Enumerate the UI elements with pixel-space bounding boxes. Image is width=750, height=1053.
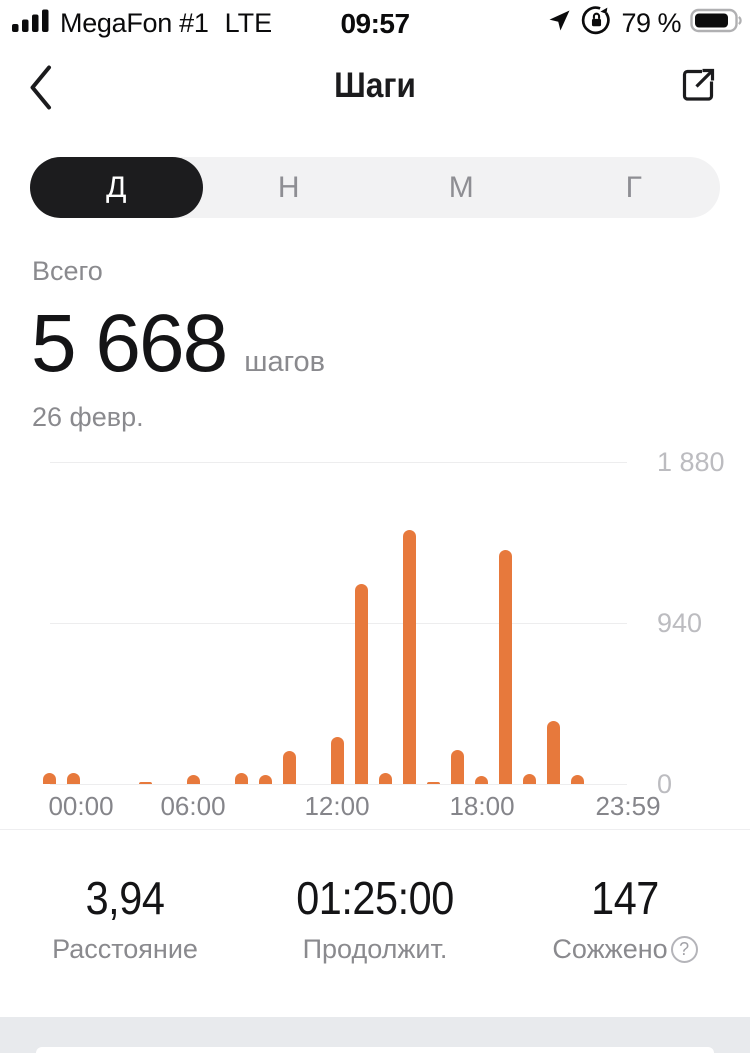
- stat-value: 3,94: [85, 872, 165, 924]
- steps-bar-hour-13[interactable]: [354, 584, 368, 784]
- steps-bar-hour-0[interactable]: [42, 773, 56, 784]
- steps-bar-hour-21[interactable]: [546, 721, 560, 784]
- share-icon: [680, 68, 716, 108]
- stat-расстояние: 3,94 Расстояние: [0, 872, 250, 965]
- status-bar-left: MegaFon #1 LTE: [12, 6, 272, 40]
- steps-unit-label: шагов: [244, 346, 326, 378]
- steps-bar-hour-14[interactable]: [378, 773, 392, 784]
- stat-label: Продолжит.: [302, 934, 448, 964]
- back-button[interactable]: [28, 64, 58, 114]
- stat-продолжит-: 01:25:00 Продолжит.: [250, 872, 500, 965]
- steps-total-value: 5 668: [31, 298, 228, 389]
- x-axis-tick: 00:00: [48, 791, 114, 821]
- steps-bar-hour-10[interactable]: [282, 751, 296, 784]
- steps-bar-hour-16[interactable]: [426, 782, 440, 784]
- chart-gridline: [50, 462, 627, 463]
- signal-strength-icon: [12, 9, 50, 38]
- stat-label: Расстояние: [52, 934, 198, 964]
- chevron-left-icon: [28, 65, 54, 116]
- stat-label: Сожжено: [552, 934, 668, 964]
- tab-period-М[interactable]: М: [448, 170, 474, 204]
- page-title: Шаги: [334, 66, 416, 105]
- stat-сожжено: 147 Сожжено?: [500, 872, 750, 965]
- network-type-label: LTE: [224, 7, 273, 38]
- rotation-lock-icon: [581, 5, 612, 41]
- date-label: 26 февр.: [32, 402, 144, 432]
- y-axis-tick: 0: [657, 769, 673, 799]
- status-bar-right: 79 %: [547, 6, 742, 40]
- x-axis-tick: 12:00: [304, 791, 370, 821]
- steps-bar-hour-8[interactable]: [234, 773, 248, 784]
- stat-value: 147: [591, 872, 659, 924]
- share-button[interactable]: [680, 64, 718, 106]
- chart-gridline: [50, 784, 627, 785]
- steps-bar-hour-9[interactable]: [258, 775, 272, 784]
- steps-bar-hour-17[interactable]: [450, 750, 464, 784]
- steps-bar-chart[interactable]: 0 940 1 880 00:00 06:00 12:00 18:00 23:59: [0, 440, 750, 821]
- total-label: Всего: [32, 256, 103, 286]
- stat-value: 01:25:00: [296, 872, 454, 924]
- stats-row: 3,94 Расстояние 01:25:00 Продолжит. 147 Сожже…: [0, 872, 750, 965]
- x-axis-tick: 06:00: [160, 791, 226, 821]
- steps-bar-hour-1[interactable]: [66, 773, 80, 784]
- help-question-icon[interactable]: ?: [670, 936, 698, 963]
- tab-period-Г[interactable]: Г: [625, 170, 642, 204]
- y-axis-tick: 1 880: [657, 447, 725, 477]
- steps-bar-hour-20[interactable]: [522, 774, 536, 784]
- carrier-label: MegaFon #1: [60, 7, 209, 38]
- steps-bar-hour-18[interactable]: [474, 776, 488, 784]
- battery-icon: [690, 8, 742, 38]
- y-axis-tick: 940: [657, 608, 703, 638]
- steps-bar-hour-22[interactable]: [570, 775, 584, 784]
- tab-period-Д[interactable]: Д: [30, 157, 203, 218]
- steps-bar-hour-15[interactable]: [402, 530, 416, 784]
- clock-label: 09:57: [340, 8, 410, 39]
- steps-bar-hour-19[interactable]: [498, 550, 512, 784]
- chart-gridline: [50, 623, 627, 624]
- battery-percent-label: 79 %: [621, 7, 681, 38]
- x-axis-tick: 18:00: [449, 791, 515, 821]
- next-card-top-edge: [36, 1047, 714, 1053]
- steps-bar-hour-12[interactable]: [330, 737, 344, 784]
- location-arrow-icon: [547, 8, 572, 38]
- stats-divider: [0, 829, 750, 830]
- total-value-row: 5 668 шагов: [31, 303, 325, 385]
- x-axis-tick: 23:59: [595, 791, 661, 821]
- steps-bar-hour-6[interactable]: [186, 775, 200, 784]
- steps-bar-hour-4[interactable]: [138, 782, 152, 784]
- tab-period-Н[interactable]: Н: [277, 170, 300, 204]
